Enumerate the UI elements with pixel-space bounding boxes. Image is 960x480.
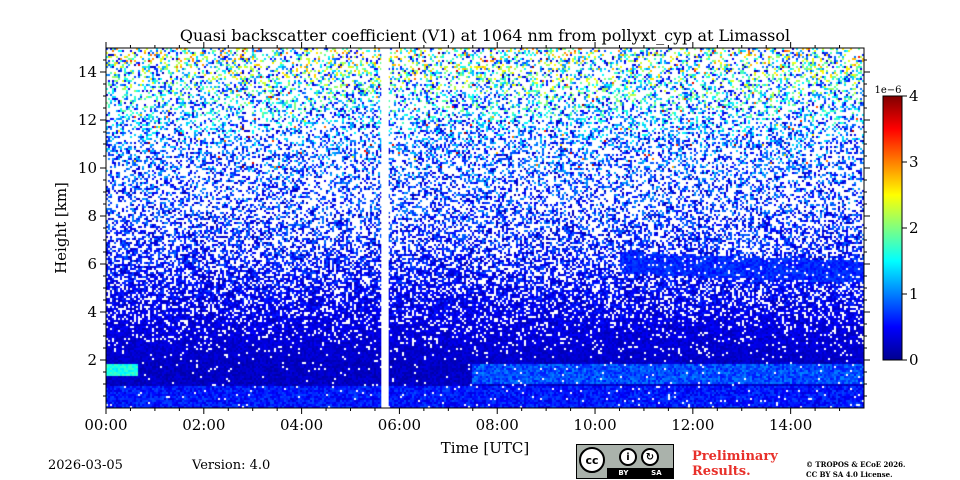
x-tick-label: 00:00 [84, 416, 127, 434]
chart-title: Quasi backscatter coefficient (V1) at 10… [180, 26, 790, 45]
x-axis: 00:00 02:00 04:00 06:00 08:00 10:00 12:00 14:00 [84, 42, 841, 434]
colorbar [882, 95, 903, 361]
x-axis-label: Time [UTC] [441, 439, 530, 457]
colorbar-axis: 0 1 2 3 4 [902, 87, 919, 369]
y-tick-label: 10 [78, 159, 97, 177]
x-tick-label: 02:00 [182, 416, 225, 434]
share-alike-icon: ↻ [641, 448, 659, 466]
y-tick-label: 14 [78, 63, 97, 81]
y-tick-label: 2 [87, 351, 97, 369]
preliminary-text: Preliminary [692, 449, 778, 464]
license-sa: SA [651, 469, 662, 477]
copyright: © TROPOS & ECoE 2026. CC BY SA 4.0 Licen… [806, 460, 905, 480]
copyright-line-1: © TROPOS & ECoE 2026. [806, 460, 906, 469]
colorbar-tick-label: 4 [909, 87, 919, 105]
copyright-line-2: CC BY SA 4.0 License. [806, 470, 893, 479]
y-tick-label: 6 [87, 255, 97, 273]
preliminary-notice: Preliminary Results. [692, 449, 778, 479]
cc-logo-icon: cc [579, 447, 605, 473]
attribution-icon: i [619, 448, 637, 466]
colorbar-tick-label: 3 [909, 153, 919, 171]
x-tick-label: 10:00 [573, 416, 616, 434]
license-badge: cc i ↻ BY SA [576, 444, 674, 479]
footer-date: 2026-03-05 [48, 458, 123, 473]
x-tick-label: 14:00 [769, 416, 812, 434]
colorbar-exponent: 1e−6 [874, 85, 901, 96]
colorbar-tick-label: 1 [909, 285, 919, 303]
y-tick-label: 4 [87, 303, 97, 321]
results-text: Results. [692, 464, 751, 479]
y-axis-label: Height [km] [52, 182, 70, 274]
x-tick-label: 04:00 [280, 416, 323, 434]
colorbar-tick-label: 0 [909, 351, 919, 369]
x-tick-label: 06:00 [378, 416, 421, 434]
y-tick-label: 12 [78, 111, 97, 129]
x-tick-label: 08:00 [476, 416, 519, 434]
y-axis: 2 4 6 8 10 12 14 [78, 59, 870, 397]
x-tick-label: 12:00 [671, 416, 714, 434]
y-tick-label: 8 [87, 207, 97, 225]
footer-version: Version: 4.0 [192, 458, 271, 473]
license-by: BY [618, 469, 629, 477]
heatmap-cells [106, 48, 864, 408]
data-gap [381, 48, 389, 408]
heatmap-layer [106, 48, 864, 408]
license-strip: BY SA [607, 468, 673, 478]
colorbar-tick-label: 2 [909, 219, 919, 237]
